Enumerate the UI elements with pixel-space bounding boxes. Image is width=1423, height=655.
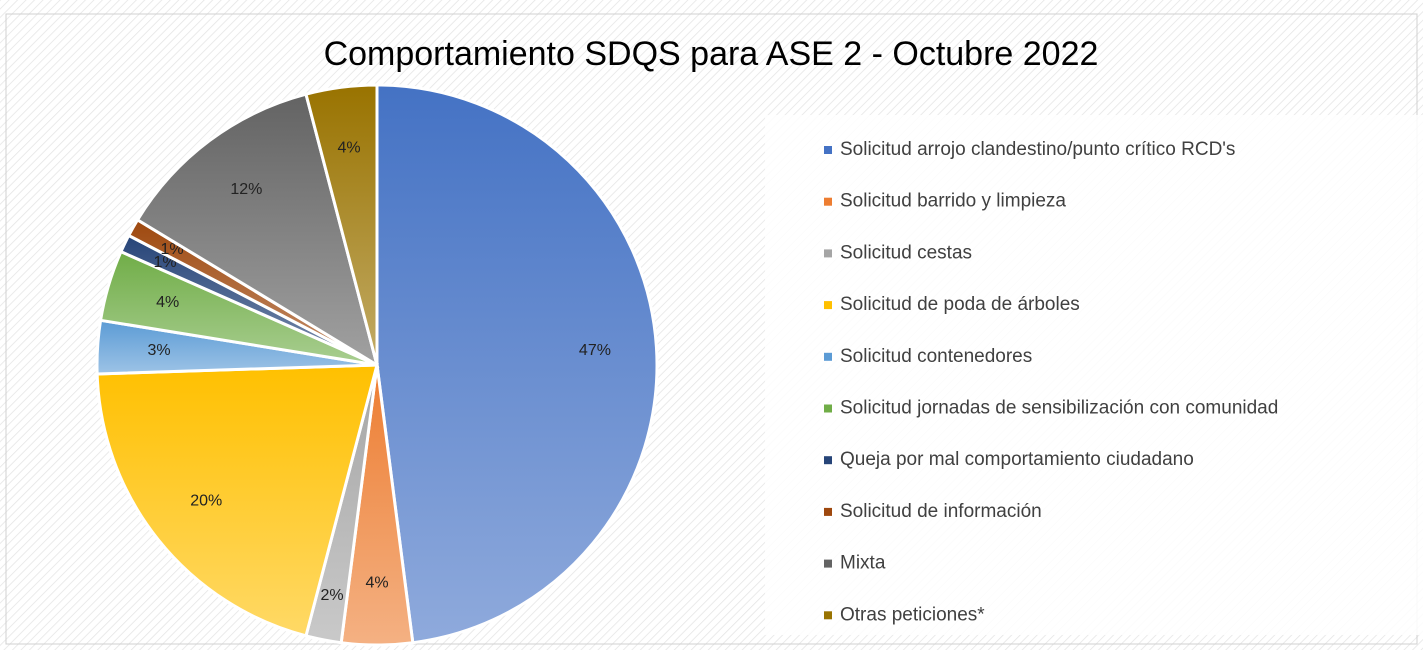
- legend-label: Solicitud cestas: [840, 242, 972, 263]
- pie-slice: [375, 83, 659, 645]
- data-label: 2%: [320, 587, 343, 604]
- legend-label: Solicitud barrido y limpieza: [840, 191, 1066, 212]
- legend-label: Solicitud jornadas de sensibilización co…: [840, 398, 1278, 419]
- data-label: 47%: [579, 342, 611, 359]
- legend-label: Solicitud arrojo clandestino/punto críti…: [840, 139, 1235, 160]
- legend-swatch: [824, 146, 832, 154]
- pie-slice: [95, 363, 379, 638]
- data-label: 4%: [156, 294, 179, 311]
- legend-swatch: [824, 197, 832, 206]
- legend-label: Solicitud de poda de árboles: [840, 294, 1080, 315]
- legend-swatch: [824, 507, 832, 516]
- legend-swatch: [824, 559, 832, 568]
- chart-title: Comportamiento SDQS para ASE 2 - Octubre…: [324, 35, 1099, 73]
- data-label: 12%: [230, 181, 262, 198]
- legend-label: Mixta: [840, 553, 886, 574]
- legend-label: Queja por mal comportamiento ciudadano: [840, 449, 1194, 470]
- pie-slice: [135, 92, 380, 369]
- data-label: 4%: [365, 575, 388, 592]
- data-label: 4%: [338, 140, 361, 157]
- legend-label: Otras peticiones*: [840, 604, 985, 625]
- data-label: 20%: [190, 492, 222, 509]
- legend-swatch: [824, 404, 832, 413]
- legend-label: Solicitud contenedores: [840, 346, 1032, 367]
- legend-swatch: [824, 301, 832, 310]
- pie-slice: [304, 83, 379, 366]
- legend-box: [765, 115, 1423, 635]
- legend-label: Solicitud de información: [840, 501, 1042, 522]
- legend-swatch: [824, 352, 832, 361]
- legend-swatch: [824, 249, 832, 258]
- legend-swatch: [824, 611, 832, 620]
- legend-swatch: [824, 456, 832, 465]
- data-label: 3%: [147, 342, 170, 359]
